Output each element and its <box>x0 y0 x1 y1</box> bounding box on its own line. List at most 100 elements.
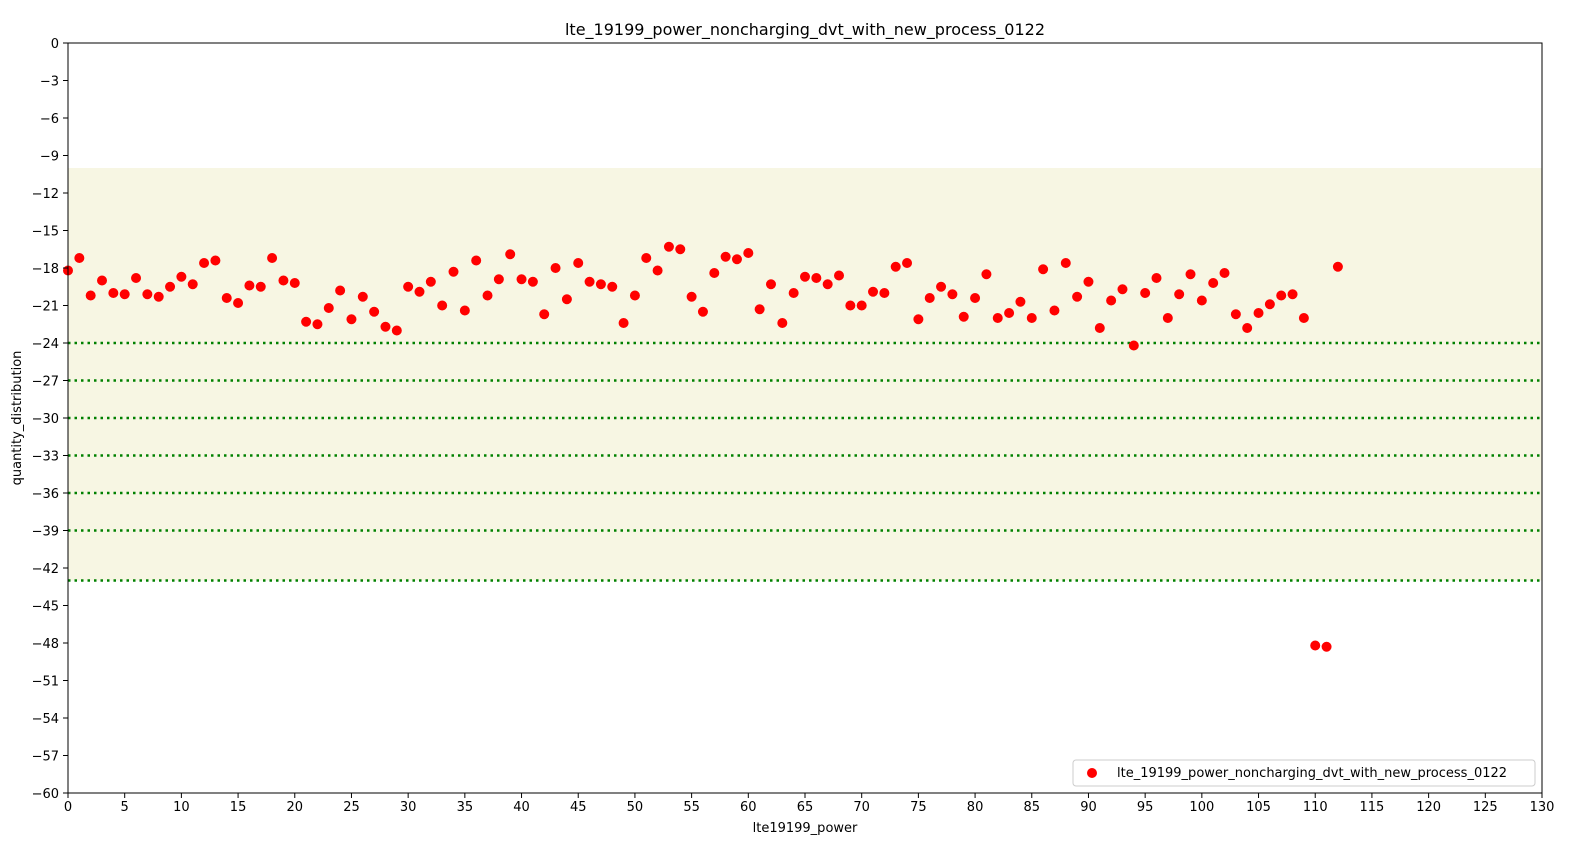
x-tick-label: 45 <box>570 800 587 815</box>
legend-label: lte_19199_power_noncharging_dvt_with_new… <box>1117 766 1507 781</box>
data-point <box>165 281 176 292</box>
data-point <box>936 281 947 292</box>
data-point <box>1230 309 1241 320</box>
data-point <box>981 269 992 280</box>
x-tick-label: 35 <box>457 800 474 815</box>
y-tick-label: −57 <box>32 750 59 765</box>
legend: lte_19199_power_noncharging_dvt_with_new… <box>1072 759 1536 787</box>
y-tick-label: −48 <box>32 637 59 652</box>
data-point <box>720 251 731 262</box>
data-point <box>1060 258 1071 268</box>
x-tick-label: 110 <box>1303 800 1328 815</box>
data-point <box>777 318 788 328</box>
data-point <box>108 288 119 298</box>
x-axis-label: lte19199_power <box>753 821 858 836</box>
data-point <box>233 298 244 308</box>
data-point <box>856 300 867 311</box>
data-point <box>1219 268 1230 278</box>
reference-lines-layer <box>68 341 1542 582</box>
data-point <box>550 263 561 273</box>
data-point <box>244 280 255 291</box>
y-tick-label: −60 <box>32 787 59 802</box>
y-tick-label: −6 <box>40 112 59 127</box>
data-point <box>1140 288 1151 298</box>
y-tick-label: −21 <box>32 300 59 315</box>
data-point <box>800 271 810 282</box>
data-point <box>1321 641 1332 652</box>
data-point <box>1162 313 1173 323</box>
data-point <box>85 290 96 301</box>
data-point <box>1128 340 1139 351</box>
data-point <box>1117 284 1128 295</box>
data-point <box>709 268 720 278</box>
data-point <box>1151 273 1162 283</box>
data-point <box>312 319 323 330</box>
x-tick-label: 100 <box>1189 800 1214 815</box>
x-tick-label: 70 <box>853 800 870 815</box>
data-point <box>834 270 845 281</box>
x-tick-label: 20 <box>286 800 303 815</box>
data-point <box>902 258 913 268</box>
x-tick-label: 50 <box>627 800 644 815</box>
data-point <box>1072 291 1083 302</box>
data-point <box>947 289 958 300</box>
data-point <box>131 273 142 283</box>
data-point <box>868 286 879 297</box>
x-tick-label: 105 <box>1246 800 1271 815</box>
data-point <box>153 291 164 302</box>
data-point <box>1264 299 1275 310</box>
data-point <box>731 254 742 265</box>
data-point <box>493 274 504 285</box>
y-tick-label: 0 <box>51 37 59 52</box>
data-point <box>437 300 448 311</box>
data-point <box>1026 313 1037 323</box>
x-axis: 0 5 10 15 20 25 30 35 40 45 50 55 60 65 70 75 80 85 90 95 10… <box>64 793 1554 815</box>
data-point <box>527 276 538 287</box>
data-point <box>890 261 901 272</box>
x-tick-label: 65 <box>797 800 814 815</box>
data-point <box>357 291 368 302</box>
y-tick-label: −27 <box>32 375 59 390</box>
data-point <box>1049 305 1060 316</box>
data-point <box>482 290 493 301</box>
data-point <box>845 300 856 311</box>
shaded-band-layer <box>68 168 1542 581</box>
y-tick-label: −54 <box>32 712 59 727</box>
y-tick-label: −36 <box>32 487 59 502</box>
data-point <box>1083 276 1094 287</box>
data-point <box>505 249 516 260</box>
data-point <box>142 289 153 300</box>
y-axis-label: quantity_distribution <box>10 351 25 486</box>
legend-marker <box>1087 768 1097 778</box>
data-point <box>743 248 754 258</box>
data-point <box>1174 289 1185 300</box>
data-point <box>1332 261 1343 272</box>
data-point <box>1106 295 1117 306</box>
x-tick-label: 0 <box>64 800 72 815</box>
data-point <box>1015 296 1026 307</box>
y-tick-label: −30 <box>32 412 59 427</box>
data-point <box>595 279 606 290</box>
data-point <box>369 306 380 317</box>
data-point <box>1287 289 1298 300</box>
data-point <box>1196 295 1207 306</box>
y-tick-label: −39 <box>32 525 59 540</box>
x-tick-label: 10 <box>173 800 190 815</box>
data-point <box>255 281 266 292</box>
data-point <box>199 258 210 268</box>
x-tick-label: 75 <box>910 800 927 815</box>
x-tick-label: 95 <box>1137 800 1154 815</box>
data-point <box>346 314 357 325</box>
data-point <box>403 281 414 292</box>
data-point <box>1208 278 1219 288</box>
data-point <box>301 316 312 327</box>
data-point <box>561 294 572 305</box>
x-tick-label: 40 <box>513 800 530 815</box>
data-point <box>686 291 697 302</box>
data-point <box>913 314 924 325</box>
data-point <box>323 303 334 313</box>
data-point <box>1253 308 1264 318</box>
data-point <box>788 288 799 298</box>
x-tick-label: 30 <box>400 800 417 815</box>
